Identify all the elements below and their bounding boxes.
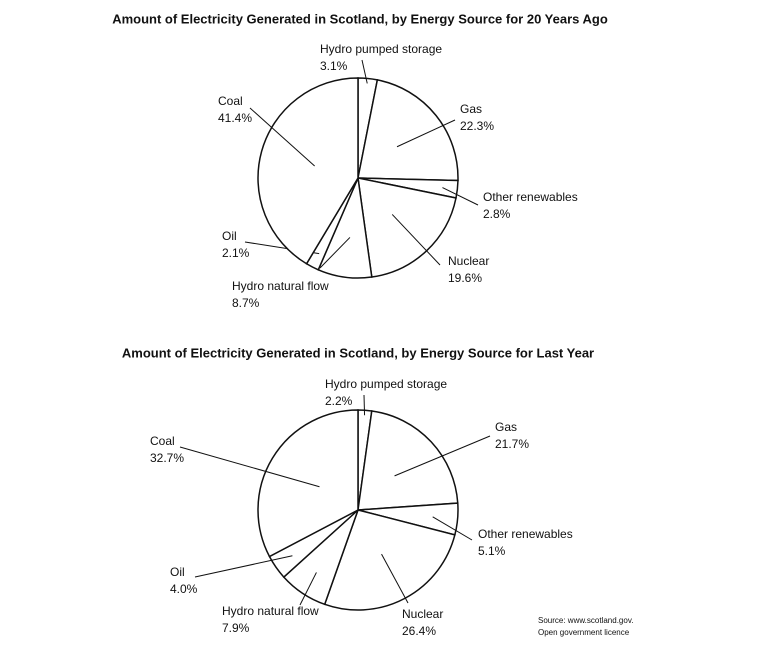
leader-line xyxy=(391,214,441,266)
pie-slice xyxy=(357,410,459,511)
value-label: 2.1% xyxy=(222,246,250,260)
licence: Open government licence xyxy=(538,628,630,637)
slice-label: Hydro natural flow xyxy=(232,279,329,293)
value-label: 5.1% xyxy=(478,544,506,558)
slice-label: Nuclear xyxy=(448,254,489,268)
slice-label: Gas xyxy=(495,420,517,434)
slice-label: Other renewables xyxy=(478,527,573,541)
leader-line xyxy=(179,446,320,488)
value-label: 21.7% xyxy=(495,437,529,451)
leader-line xyxy=(249,107,315,167)
value-label: 22.3% xyxy=(460,119,494,133)
value-label: 2.8% xyxy=(483,207,511,221)
slice-label: Coal xyxy=(218,94,243,108)
slice-label: Oil xyxy=(222,229,237,243)
leader-line xyxy=(363,394,366,416)
slice-label: Nuclear xyxy=(402,607,443,621)
value-label: 3.1% xyxy=(320,59,348,73)
slice-label: Hydro natural flow xyxy=(222,604,319,618)
leader-line xyxy=(194,555,293,578)
leader-line xyxy=(319,237,351,269)
leader-line xyxy=(299,572,317,606)
chart-title: Amount of Electricity Generated in Scotl… xyxy=(112,11,608,26)
value-label: 4.0% xyxy=(170,582,198,596)
leader-line xyxy=(432,516,473,541)
pie-slice xyxy=(357,79,459,182)
slice-label: Hydro pumped storage xyxy=(325,377,447,391)
slice-label: Other renewables xyxy=(483,190,578,204)
leader-line xyxy=(361,59,368,84)
value-label: 19.6% xyxy=(448,271,482,285)
slice-label: Hydro pumped storage xyxy=(320,42,442,56)
slice-label: Oil xyxy=(170,565,185,579)
slice-label: Coal xyxy=(150,434,175,448)
value-label: 41.4% xyxy=(218,111,252,125)
slice-label: Gas xyxy=(460,102,482,116)
leader-line xyxy=(396,119,456,148)
value-label: 7.9% xyxy=(222,621,250,635)
chart-title: Amount of Electricity Generated in Scotl… xyxy=(122,345,594,360)
leader-line xyxy=(381,553,409,604)
value-label: 2.2% xyxy=(325,394,353,408)
value-label: 8.7% xyxy=(232,296,260,310)
value-label: 32.7% xyxy=(150,451,184,465)
pie-slice xyxy=(257,77,359,265)
leader-line xyxy=(394,435,491,477)
leader-line xyxy=(442,187,479,206)
value-label: 26.4% xyxy=(402,624,436,638)
source: Source: www.scotland.gov. xyxy=(538,616,633,625)
